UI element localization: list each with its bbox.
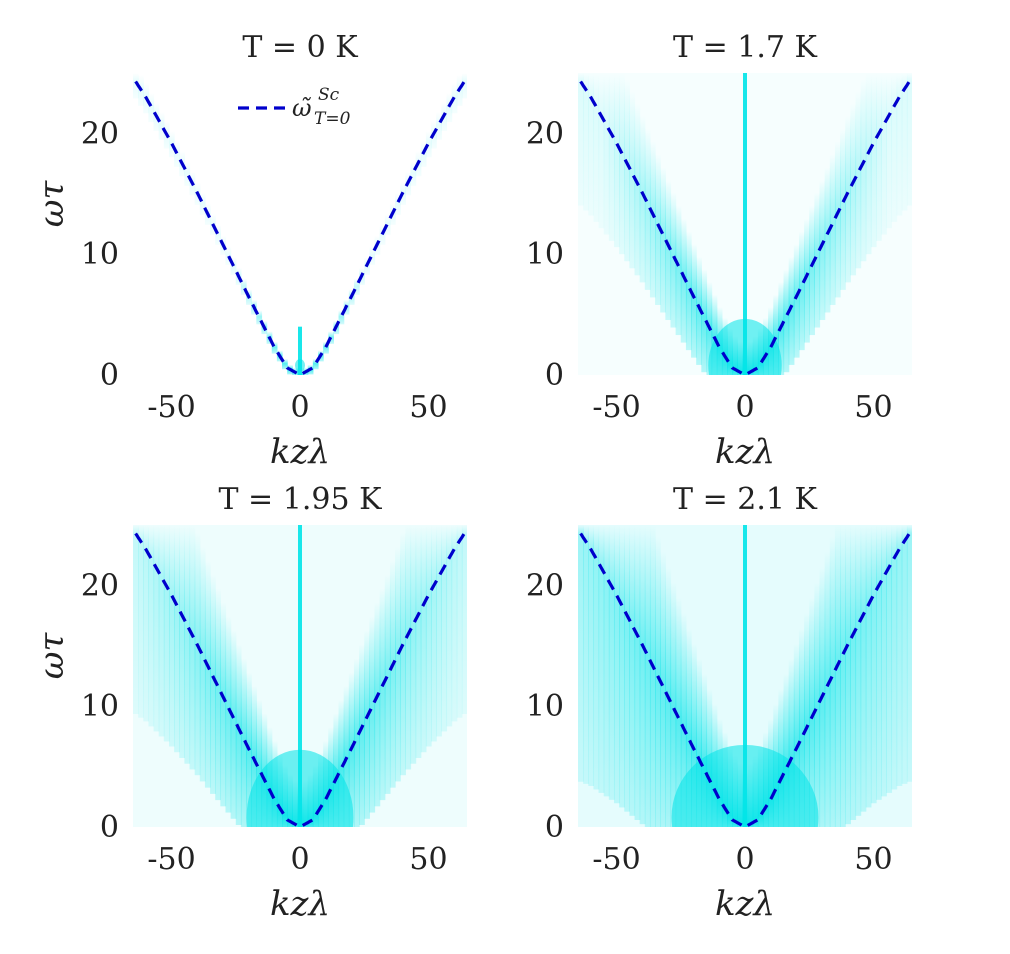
y-axis-label: ωτ [32,632,72,680]
x-axis-label: kzλ [270,432,330,472]
central-spike [743,73,747,375]
x-tick-label: 50 [409,390,447,425]
x-axis-label: kzλ [715,884,775,924]
y-tick-label: 20 [526,116,564,151]
y-axis-label: ωτ [32,180,72,228]
central-spike [298,525,302,827]
subplot-title: T = 1.95 K [219,482,383,517]
legend-label-sub: T=0 [314,109,351,129]
dispersion-curve [134,80,466,377]
spectral-density [133,525,467,827]
dispersion-curve [579,532,911,829]
subplot-1: -50 0 50 0 10 20 T = 0 K kzλ ωτ ω̃ Sc T=0 [32,30,467,472]
x-tick-label: 0 [290,842,309,877]
x-tick-label: 50 [854,390,892,425]
x-tick-label: -50 [147,390,195,425]
x-tick-label: 0 [735,390,754,425]
x-axis-label: kzλ [715,432,775,472]
x-tick-label: -50 [592,390,640,425]
legend-label-sup: Sc [318,85,340,105]
subplot-3: -50 0 50 0 10 20 T = 1.95 K kzλ ωτ [32,482,467,924]
y-tick-label: 20 [526,568,564,603]
y-tick-label: 0 [100,358,119,393]
subplot-title: T = 2.1 K [673,482,817,517]
x-tick-label: 0 [290,390,309,425]
y-tick-label: 0 [545,810,564,845]
legend: ω̃ Sc T=0 [238,85,351,129]
x-tick-label: 50 [854,842,892,877]
central-spike [298,326,302,375]
spectral-density [578,73,912,375]
x-tick-label: -50 [147,842,195,877]
y-tick-label: 10 [81,237,119,272]
y-tick-label: 0 [545,358,564,393]
x-axis-label: kzλ [270,884,330,924]
dispersion-curve [579,80,911,377]
y-tick-label: 20 [81,116,119,151]
spectral-density [578,525,912,827]
y-tick-label: 10 [81,689,119,724]
legend-label: ω̃ [292,94,312,122]
y-tick-label: 10 [526,689,564,724]
central-spike [743,525,747,827]
dispersion-curve [134,532,466,829]
subplot-2: -50 0 50 0 10 20 T = 1.7 K kzλ [526,30,912,472]
y-tick-label: 0 [100,810,119,845]
x-tick-label: 50 [409,842,447,877]
y-tick-label: 10 [526,237,564,272]
x-tick-label: -50 [592,842,640,877]
y-tick-label: 20 [81,568,119,603]
subplot-title: T = 0 K [242,30,358,65]
x-tick-label: 0 [735,842,754,877]
subplot-4: -50 0 50 0 10 20 T = 2.1 K kzλ [526,482,912,924]
subplot-title: T = 1.7 K [673,30,817,65]
